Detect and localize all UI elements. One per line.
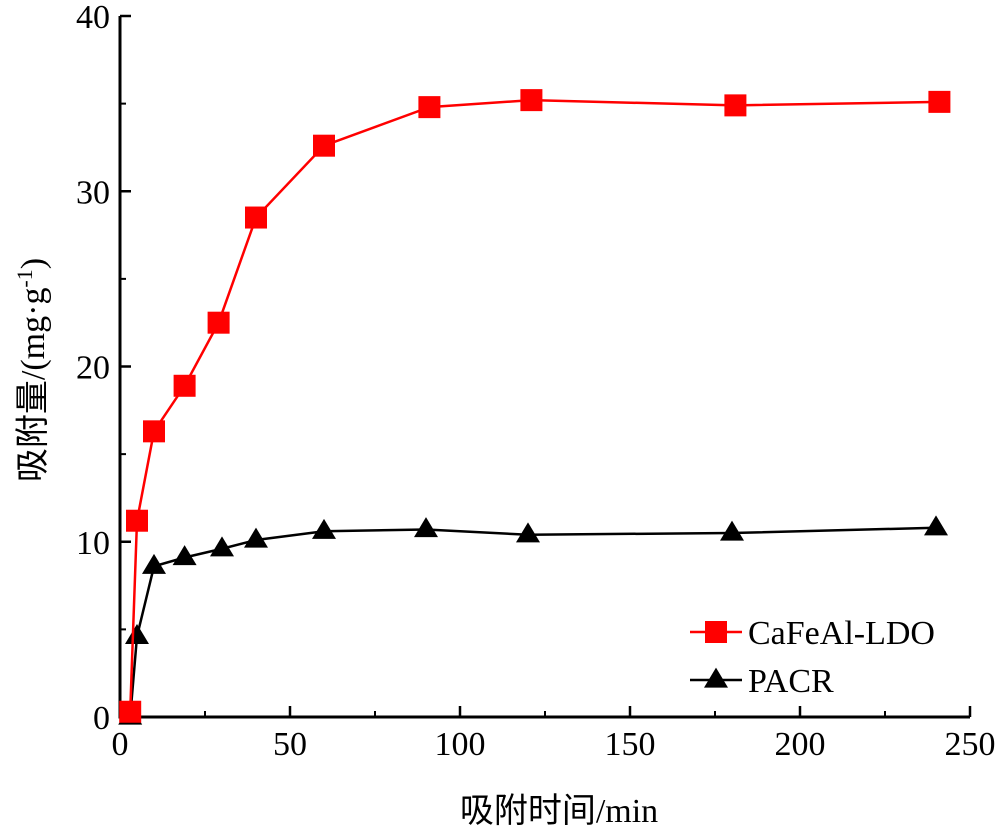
data-point: [724, 94, 747, 117]
data-point: [720, 520, 744, 541]
series-CaFeAl-LDO: [119, 89, 951, 723]
y-tick-label: 20: [76, 350, 110, 387]
y-axis-title-main: 吸附量/(mg·g: [15, 288, 52, 483]
series-layer: [118, 89, 951, 725]
y-tick-label: 30: [76, 174, 110, 211]
legend-label: PACR: [748, 663, 834, 700]
data-point: [173, 374, 196, 397]
data-point: [210, 536, 234, 557]
data-point: [520, 89, 543, 112]
y-axis-title-superscript: -1: [12, 269, 37, 287]
data-point: [207, 311, 230, 334]
data-point: [245, 206, 267, 229]
y-tick-label: 0: [93, 700, 110, 737]
legend-marker: [705, 621, 727, 643]
data-point: [244, 527, 268, 548]
data-point: [414, 517, 438, 538]
y-axis-title-close: ): [15, 258, 52, 269]
y-axis-title: 吸附量/(mg·g-1): [12, 258, 52, 482]
series-PACR: [118, 515, 948, 725]
data-point: [928, 90, 951, 113]
data-point: [312, 518, 336, 539]
x-tick-label: 100: [435, 726, 486, 763]
x-tick-label: 0: [112, 726, 129, 763]
data-point: [142, 553, 166, 574]
y-tick-label: 10: [76, 525, 110, 562]
data-point: [125, 623, 149, 644]
legend-label: CaFeAl-LDO: [748, 615, 935, 652]
data-point: [516, 522, 540, 543]
x-tick-label: 50: [273, 726, 307, 763]
legend-item: CaFeAl-LDO: [690, 615, 935, 652]
legend: CaFeAl-LDO PACR: [690, 615, 935, 700]
legend-item: PACR: [690, 663, 834, 700]
data-point: [143, 420, 165, 443]
data-point: [126, 509, 148, 532]
y-tick-label: 40: [76, 0, 110, 36]
data-point: [924, 515, 948, 536]
data-point: [313, 134, 335, 157]
x-axis-title: 吸附时间/min: [460, 793, 658, 830]
axes: 0 10 20 30 40 0 50 100 150 200 250: [76, 0, 996, 763]
x-tick-label: 150: [605, 726, 656, 763]
data-point: [172, 545, 197, 566]
data-point: [119, 700, 142, 723]
x-tick-label: 200: [775, 726, 826, 763]
data-point: [418, 96, 441, 119]
x-tick-label: 250: [945, 726, 996, 763]
legend-marker: [704, 667, 728, 688]
